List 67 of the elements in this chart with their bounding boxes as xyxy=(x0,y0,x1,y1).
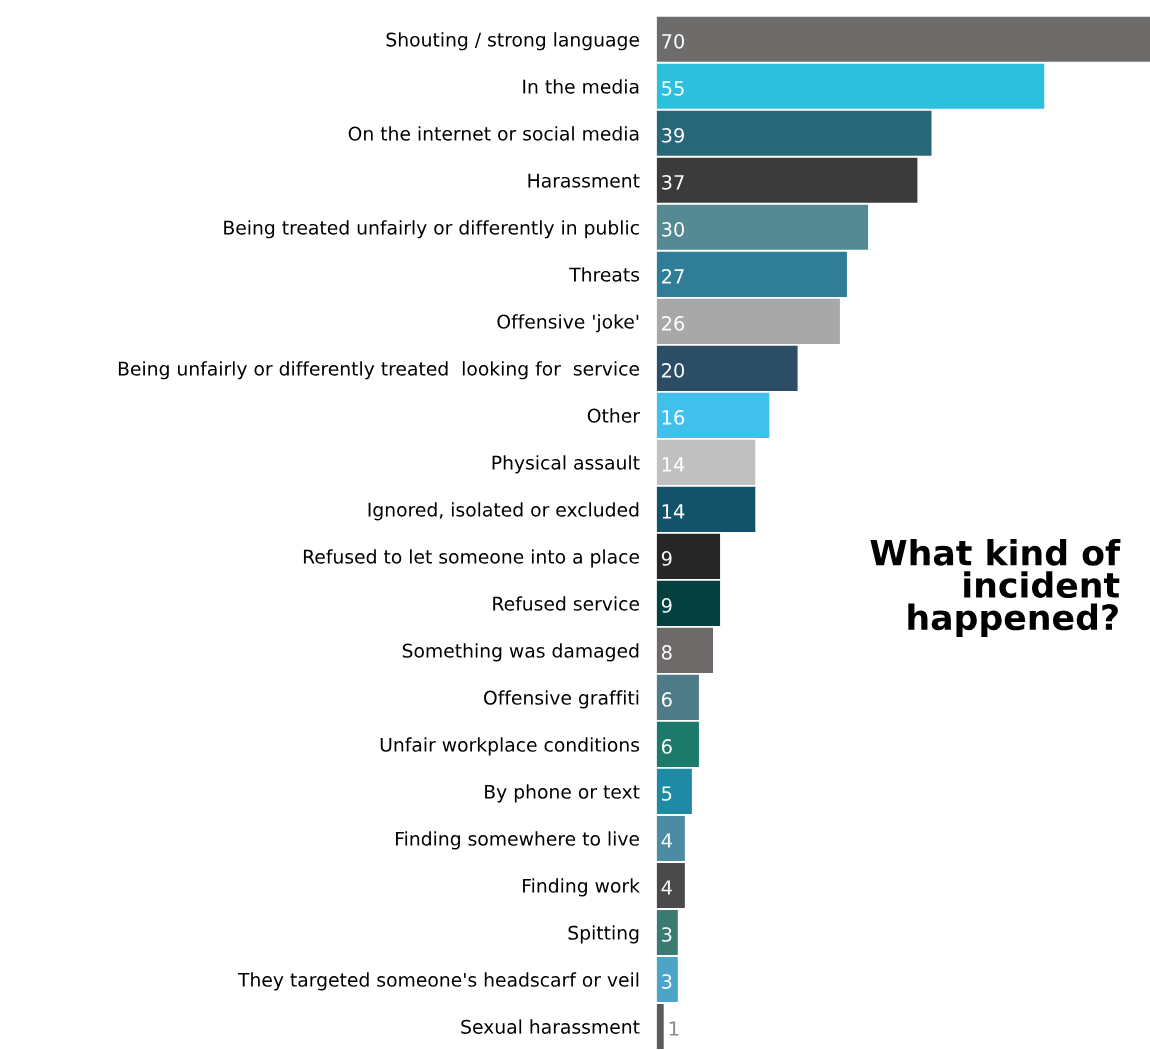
data-label: 3 xyxy=(662,974,672,989)
y-tick-label: Finding work xyxy=(523,878,640,897)
bar xyxy=(656,580,721,626)
bar xyxy=(656,956,678,1003)
bar xyxy=(656,16,1150,62)
data-label: 37 xyxy=(662,174,684,190)
y-tick-label: Offensive 'joke' xyxy=(497,314,639,333)
text: What kind of incident happened? xyxy=(870,538,1121,638)
y-tick-label: In the media xyxy=(523,79,639,94)
bar xyxy=(656,204,869,250)
data-label: 4 xyxy=(661,833,672,848)
y-tick-label: Harassment xyxy=(528,173,640,188)
y-tick-label: Shouting / strong language xyxy=(386,32,639,51)
bar xyxy=(656,157,918,203)
bar xyxy=(656,862,685,909)
y-tick-label: Sexual harassment xyxy=(461,1019,640,1034)
y-tick-label: Being unfairly or differently treated looking for service xyxy=(118,361,639,380)
y-tick-label: Refused to let someone into a place xyxy=(303,549,639,568)
y-tick-label: Spitting xyxy=(568,925,639,944)
y-tick-label: Refused service xyxy=(493,596,639,611)
bar xyxy=(656,298,840,344)
y-tick-label: Offensive graffiti xyxy=(484,690,639,709)
bar xyxy=(656,251,847,297)
bar xyxy=(656,1003,664,1050)
bar xyxy=(656,721,699,767)
bar xyxy=(656,533,721,579)
y-tick-label: Ignored, isolated or excluded xyxy=(368,502,639,521)
data-label: 14 xyxy=(662,504,685,519)
data-label: 30 xyxy=(662,222,685,237)
bar xyxy=(656,345,798,391)
y-tick-label: Finding somewhere to live xyxy=(396,831,639,850)
data-label: 70 xyxy=(662,33,685,49)
data-label: 6 xyxy=(661,739,672,754)
bar xyxy=(656,392,770,438)
data-label: 9 xyxy=(661,598,672,613)
y-tick-label: Threats xyxy=(569,267,640,282)
data-label: 4 xyxy=(661,880,672,895)
data-label: 5 xyxy=(662,786,672,801)
data-label: 14 xyxy=(662,457,685,472)
bar xyxy=(656,909,678,956)
y-tick-label: Unfair workplace conditions xyxy=(380,737,640,756)
data-label: 3 xyxy=(662,927,672,942)
bar xyxy=(656,674,699,720)
data-label: 9 xyxy=(661,551,672,566)
bar xyxy=(656,63,1045,109)
data-label: 6 xyxy=(661,692,672,707)
y-tick-label: Something was damaged xyxy=(402,643,639,662)
data-label: 16 xyxy=(662,410,685,425)
bar xyxy=(656,486,756,532)
data-label: 1 xyxy=(669,1021,679,1036)
y-tick-label: Other xyxy=(587,408,640,423)
bar xyxy=(656,768,692,814)
bar xyxy=(656,815,685,862)
data-label: 8 xyxy=(661,645,672,660)
y-tick-label: Physical assault xyxy=(492,455,640,474)
data-label: 27 xyxy=(662,269,684,284)
data-label: 39 xyxy=(662,127,684,143)
bar xyxy=(656,627,714,673)
data-label: 20 xyxy=(662,363,685,378)
y-tick-label: On the internet or social media xyxy=(348,126,639,141)
y-tick-label: By phone or text xyxy=(485,784,640,803)
bar xyxy=(656,439,756,485)
data-label: 26 xyxy=(662,316,685,331)
y-tick-label: Being treated unfairly or differently in public xyxy=(224,220,639,239)
data-label: 55 xyxy=(662,81,684,96)
y-tick-label: They targeted someone's headscarf or veil xyxy=(237,972,639,991)
bar xyxy=(656,110,932,156)
